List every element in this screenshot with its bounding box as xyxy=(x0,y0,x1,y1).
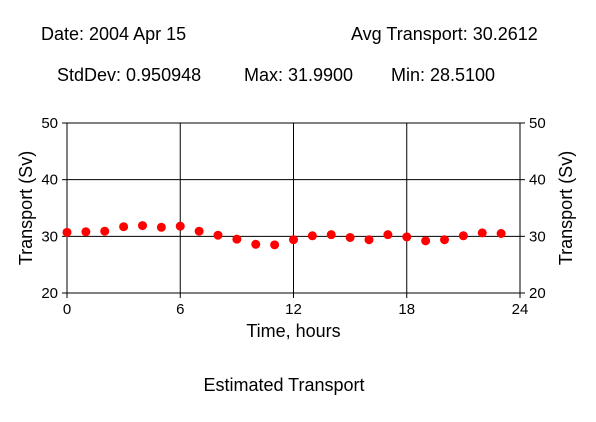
x-tick-label: 18 xyxy=(398,301,415,318)
data-point xyxy=(496,229,506,238)
y-axis-label-right: Transport (Sv) xyxy=(556,151,576,265)
y-axis-label-left: Transport (Sv) xyxy=(16,151,36,265)
data-point xyxy=(270,240,280,250)
data-point xyxy=(138,221,147,231)
y-tick-label-left: 30 xyxy=(41,228,58,245)
data-points xyxy=(62,221,506,250)
data-point xyxy=(194,226,204,236)
x-axis-label: Time, hours xyxy=(246,321,340,341)
data-point xyxy=(289,235,298,245)
data-point xyxy=(477,228,487,238)
avg-transport-label: Avg Transport: 30.2612 xyxy=(351,24,538,44)
x-tick-label: 12 xyxy=(285,301,302,318)
date-label: Date: 2004 Apr 15 xyxy=(41,24,187,44)
data-point xyxy=(364,235,374,245)
y-tick-label-right: 50 xyxy=(529,115,546,132)
data-point xyxy=(81,227,91,237)
x-tick-label: 0 xyxy=(63,301,71,318)
y-tick-label-right: 30 xyxy=(529,228,546,245)
y-tick-label-left: 20 xyxy=(41,285,58,302)
data-point xyxy=(383,230,393,240)
x-tick-label: 6 xyxy=(176,301,184,318)
data-point xyxy=(440,235,449,245)
chart-caption: Estimated Transport xyxy=(203,375,365,395)
data-point xyxy=(402,232,412,242)
data-point xyxy=(458,231,468,241)
data-point xyxy=(62,227,72,237)
min-label: Min: 28.5100 xyxy=(391,65,496,85)
y-tick-label-right: 20 xyxy=(529,285,546,302)
max-label: Max: 31.9900 xyxy=(244,65,354,85)
data-point xyxy=(251,239,261,249)
stddev-label: StdDev: 0.950948 xyxy=(57,65,202,85)
y-tick-label-left: 50 xyxy=(41,115,58,132)
data-point xyxy=(326,230,336,240)
x-tick-label: 24 xyxy=(512,301,529,318)
data-point xyxy=(307,231,317,241)
grid-lines xyxy=(67,123,520,293)
y-tick-label-right: 40 xyxy=(529,172,546,189)
data-point xyxy=(232,234,242,244)
data-point xyxy=(156,222,166,232)
data-point xyxy=(421,236,431,246)
data-point xyxy=(175,221,185,231)
data-point xyxy=(119,222,129,232)
data-point xyxy=(213,230,223,240)
data-point xyxy=(345,232,355,242)
data-point xyxy=(100,226,110,236)
y-tick-label-left: 40 xyxy=(41,172,58,189)
